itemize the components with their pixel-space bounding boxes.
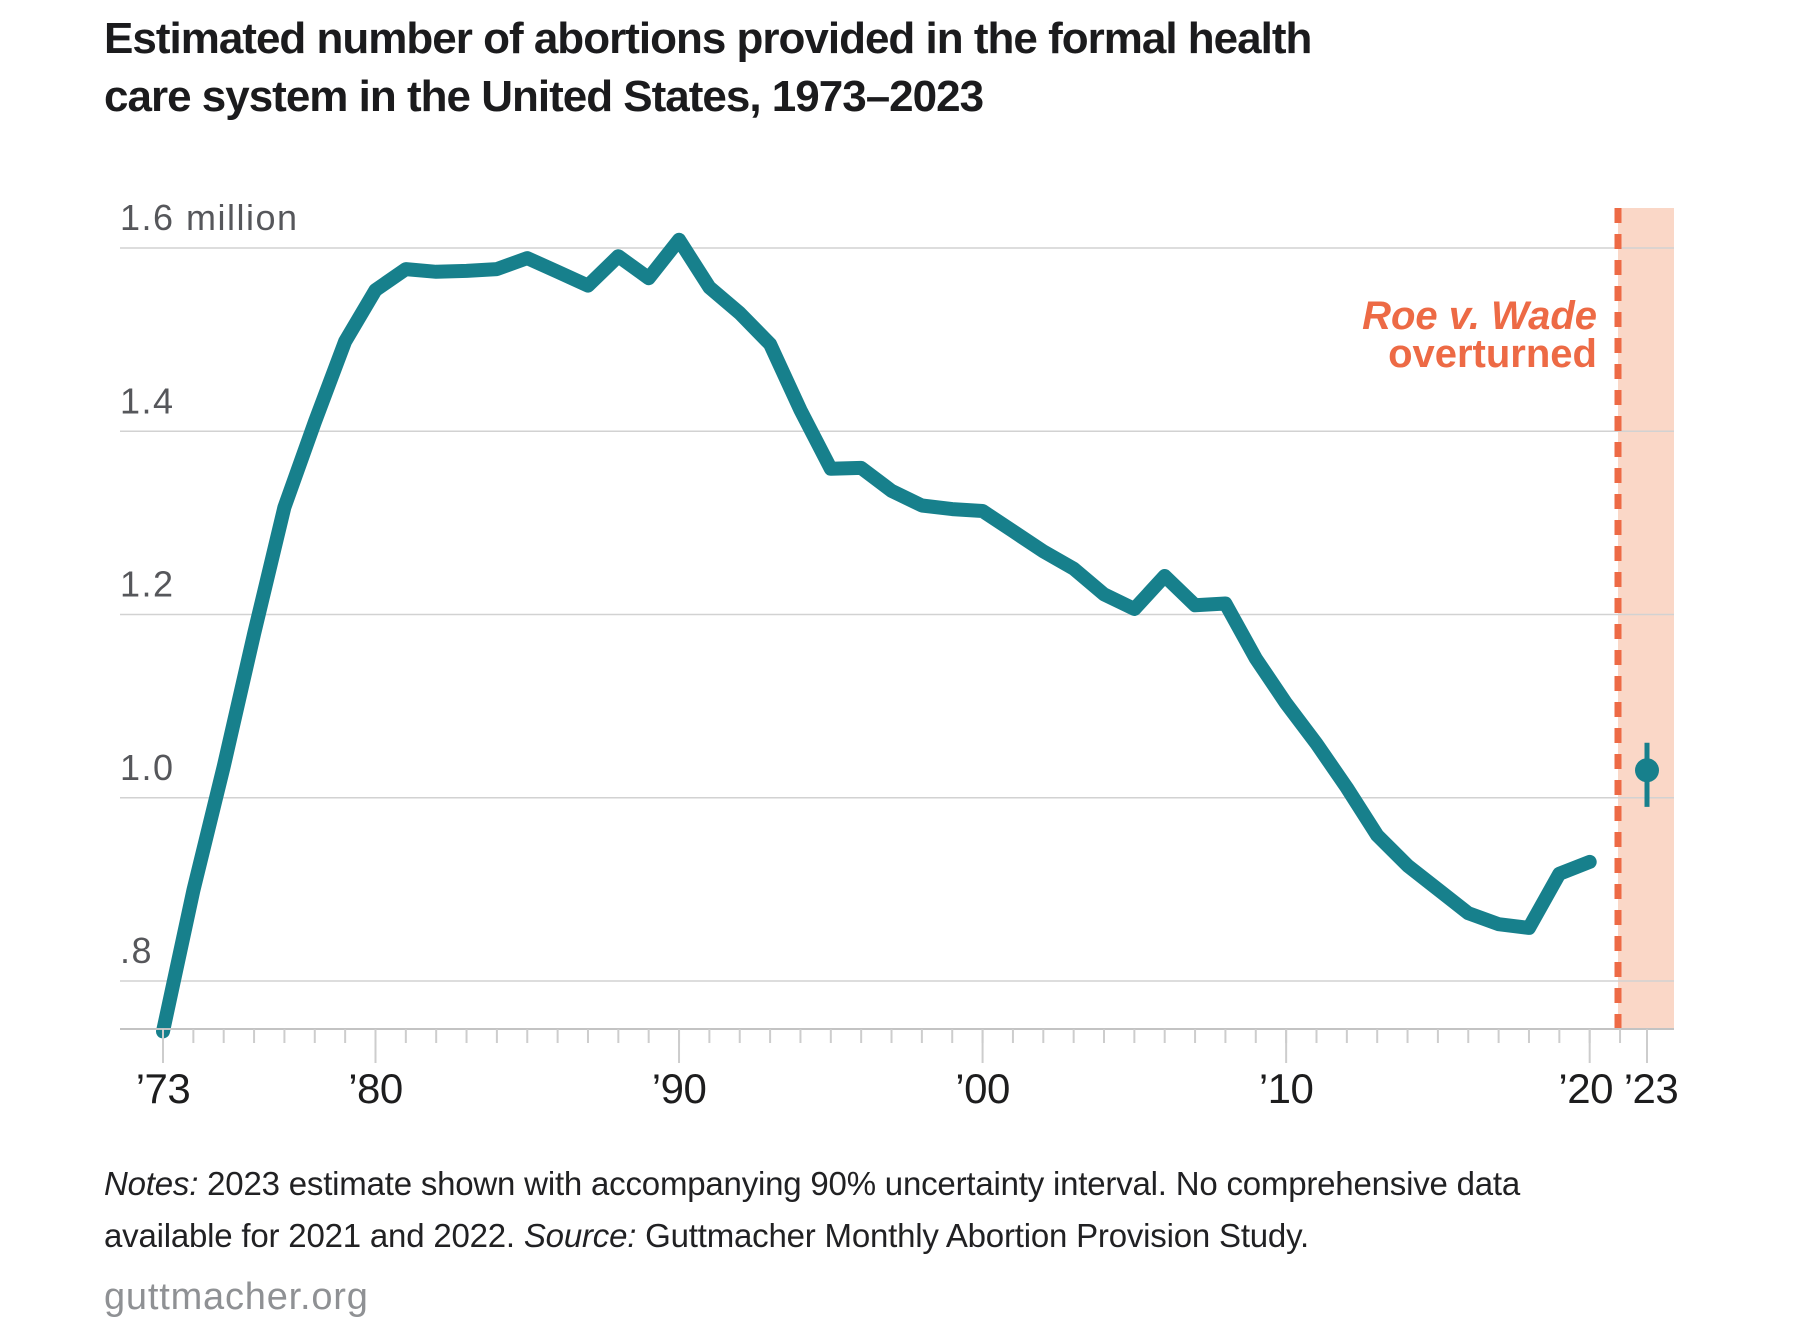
source-label: Source: (523, 1217, 637, 1254)
estimate-2023-dot (1635, 758, 1659, 783)
y-axis-label: 1.0 (120, 747, 175, 788)
abortions-line (156, 232, 1597, 1039)
notes-line2-prefix: available for 2021 and 2022. (104, 1217, 515, 1254)
chart-notes: Notes: 2023 estimate shown with accompan… (104, 1158, 1520, 1262)
x-axis-label: ’00 (955, 1065, 1010, 1112)
y-axis-label: .8 (120, 930, 153, 971)
y-axis-label: 1.4 (120, 380, 175, 421)
x-axis-label: ’80 (348, 1065, 403, 1112)
notes-text: 2023 estimate shown with accompanying 90… (207, 1165, 1521, 1202)
notes-line2: available for 2021 and 2022. Source: Gut… (104, 1210, 1520, 1262)
x-axis-label: ’20 (1558, 1065, 1613, 1112)
source-text: Guttmacher Monthly Abortion Provision St… (645, 1217, 1309, 1254)
annotation-overturned: overturned (1388, 332, 1597, 376)
y-axis-label: 1.2 (120, 564, 175, 605)
x-axis-label: ’23 (1624, 1065, 1679, 1112)
y-axis-label: 1.6 million (120, 197, 299, 238)
site-footer: guttmacher.org (104, 1276, 369, 1318)
x-axis-label: ’10 (1259, 1065, 1314, 1112)
x-axis-label: ’73 (136, 1065, 191, 1112)
notes-label: Notes: (104, 1165, 199, 1202)
post-roe-band (1618, 208, 1674, 1029)
annotation-roe-v-wade: Roe v. Wade (1362, 294, 1597, 338)
chart-title-line2: care system in the United States, 1973–2… (104, 72, 984, 121)
x-axis-label: ’90 (652, 1065, 707, 1112)
notes-line1: Notes: 2023 estimate shown with accompan… (104, 1158, 1520, 1210)
chart-title-line1: Estimated number of abortions provided i… (104, 14, 1312, 63)
chart-title: Estimated number of abortions provided i… (104, 10, 1312, 126)
